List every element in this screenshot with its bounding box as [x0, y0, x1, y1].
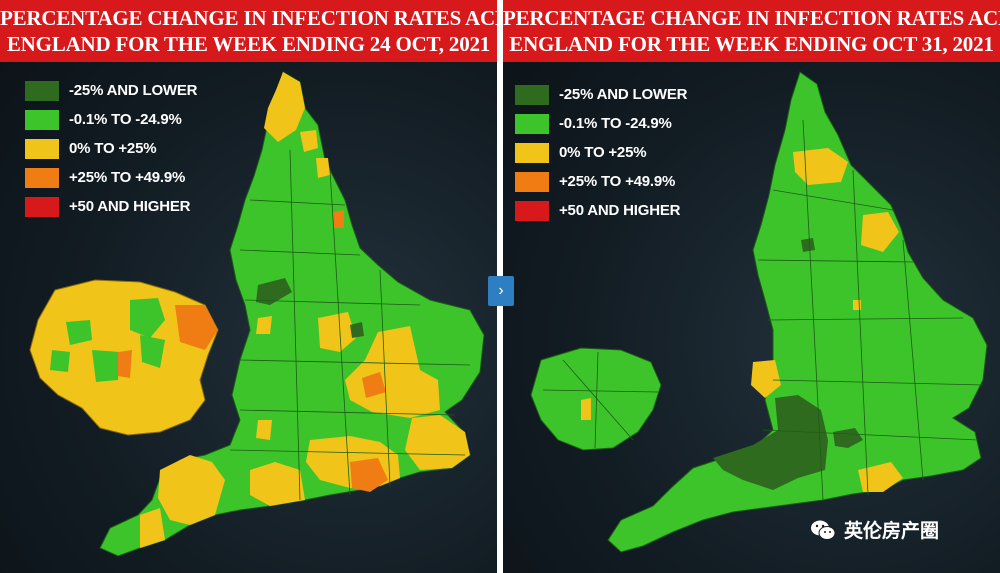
- region-orange: [333, 210, 344, 228]
- legend-swatch: [515, 171, 549, 192]
- legend-item: -0.1% TO -24.9%: [25, 105, 197, 134]
- watermark-text: 英伦房产圈: [844, 521, 940, 542]
- legend-item: +25% TO +49.9%: [25, 163, 197, 192]
- title-line-1: PERCENTAGE CHANGE IN INFECTION RATES ACR…: [0, 6, 497, 30]
- london-orange: [118, 350, 132, 378]
- london-inset: [530, 347, 662, 451]
- legend-label: +50 AND HIGHER: [69, 198, 191, 215]
- england-map-31-oct: [530, 71, 988, 553]
- england-mainland: [607, 71, 988, 553]
- legend-swatch: [515, 200, 549, 221]
- legend-label: -0.1% TO -24.9%: [69, 111, 182, 128]
- region-yellow: [250, 462, 305, 506]
- legend-item: -0.1% TO -24.9%: [515, 109, 687, 138]
- legend-item: +25% TO +49.9%: [515, 167, 687, 196]
- legend-swatch: [25, 109, 59, 130]
- map-panel-31-oct: PERCENTAGE CHANGE IN INFECTION RATES ACR…: [503, 0, 1000, 573]
- legend: -25% AND LOWER -0.1% TO -24.9% 0% TO +25…: [25, 76, 198, 221]
- region-yellow: [751, 360, 781, 398]
- london-green: [66, 320, 92, 345]
- legend: -25% AND LOWER -0.1% TO -24.9% 0% TO +25…: [515, 80, 688, 225]
- legend-swatch: [25, 167, 59, 188]
- legend-swatch: [515, 142, 549, 163]
- legend-label: -0.1% TO -24.9%: [559, 115, 672, 132]
- wechat-icon: [811, 520, 836, 540]
- region-yellow: [318, 312, 356, 352]
- london-green: [50, 350, 70, 372]
- london-green: [92, 350, 120, 382]
- region-yellow: [793, 148, 848, 185]
- london-green: [130, 298, 165, 338]
- region-dark-green: [350, 322, 364, 338]
- region-yellow: [853, 300, 861, 310]
- region-dark-green: [256, 278, 292, 305]
- region-orange: [350, 458, 388, 492]
- region-yellow: [256, 316, 272, 334]
- region-yellow: [264, 72, 305, 142]
- legend-label: +25% TO +49.9%: [559, 173, 676, 190]
- legend-swatch: [25, 196, 59, 217]
- legend-item: +50 AND HIGHER: [25, 192, 197, 221]
- london-green: [140, 335, 165, 368]
- region-orange: [362, 372, 386, 398]
- next-arrow-button[interactable]: ›: [488, 276, 514, 306]
- title-line-1: PERCENTAGE CHANGE IN INFECTION RATES ACR…: [503, 6, 1000, 30]
- england-map-24-oct: [29, 71, 485, 557]
- region-yellow: [316, 158, 330, 178]
- region-yellow: [158, 455, 225, 525]
- watermark: 英伦房产圈: [810, 516, 939, 543]
- region-yellow: [300, 130, 318, 152]
- map-title: PERCENTAGE CHANGE IN INFECTION RATES ACR…: [503, 0, 1000, 62]
- legend-swatch: [515, 113, 549, 134]
- legend-item: 0% TO +25%: [515, 138, 687, 167]
- legend-swatch: [515, 84, 549, 105]
- legend-label: 0% TO +25%: [69, 140, 157, 157]
- legend-swatch: [25, 80, 59, 101]
- region-yellow: [858, 462, 903, 492]
- title-line-2: ENGLAND FOR THE WEEK ENDING OCT 31, 2021: [509, 32, 994, 56]
- region-dark-green: [713, 395, 828, 490]
- legend-label: +50 AND HIGHER: [559, 202, 681, 219]
- legend-label: -25% AND LOWER: [69, 82, 198, 99]
- region-dark-green: [801, 238, 815, 252]
- region-yellow: [256, 420, 272, 440]
- legend-item: -25% AND LOWER: [515, 80, 688, 109]
- region-yellow: [861, 212, 899, 252]
- region-yellow: [140, 508, 165, 548]
- legend-item: -25% AND LOWER: [25, 76, 198, 105]
- legend-swatch: [25, 138, 59, 159]
- legend-item: +50 AND HIGHER: [515, 196, 687, 225]
- legend-label: +25% TO +49.9%: [69, 169, 186, 186]
- london-yellow: [581, 398, 591, 420]
- legend-label: -25% AND LOWER: [559, 86, 688, 103]
- london-orange: [175, 305, 218, 350]
- legend-label: 0% TO +25%: [559, 144, 647, 161]
- title-line-2: ENGLAND FOR THE WEEK ENDING 24 OCT, 2021: [6, 32, 491, 56]
- legend-item: 0% TO +25%: [25, 134, 197, 163]
- map-panel-24-oct: PERCENTAGE CHANGE IN INFECTION RATES ACR…: [0, 0, 497, 573]
- region-yellow: [405, 415, 470, 470]
- region-dark-green: [833, 428, 863, 448]
- map-title: PERCENTAGE CHANGE IN INFECTION RATES ACR…: [0, 0, 497, 62]
